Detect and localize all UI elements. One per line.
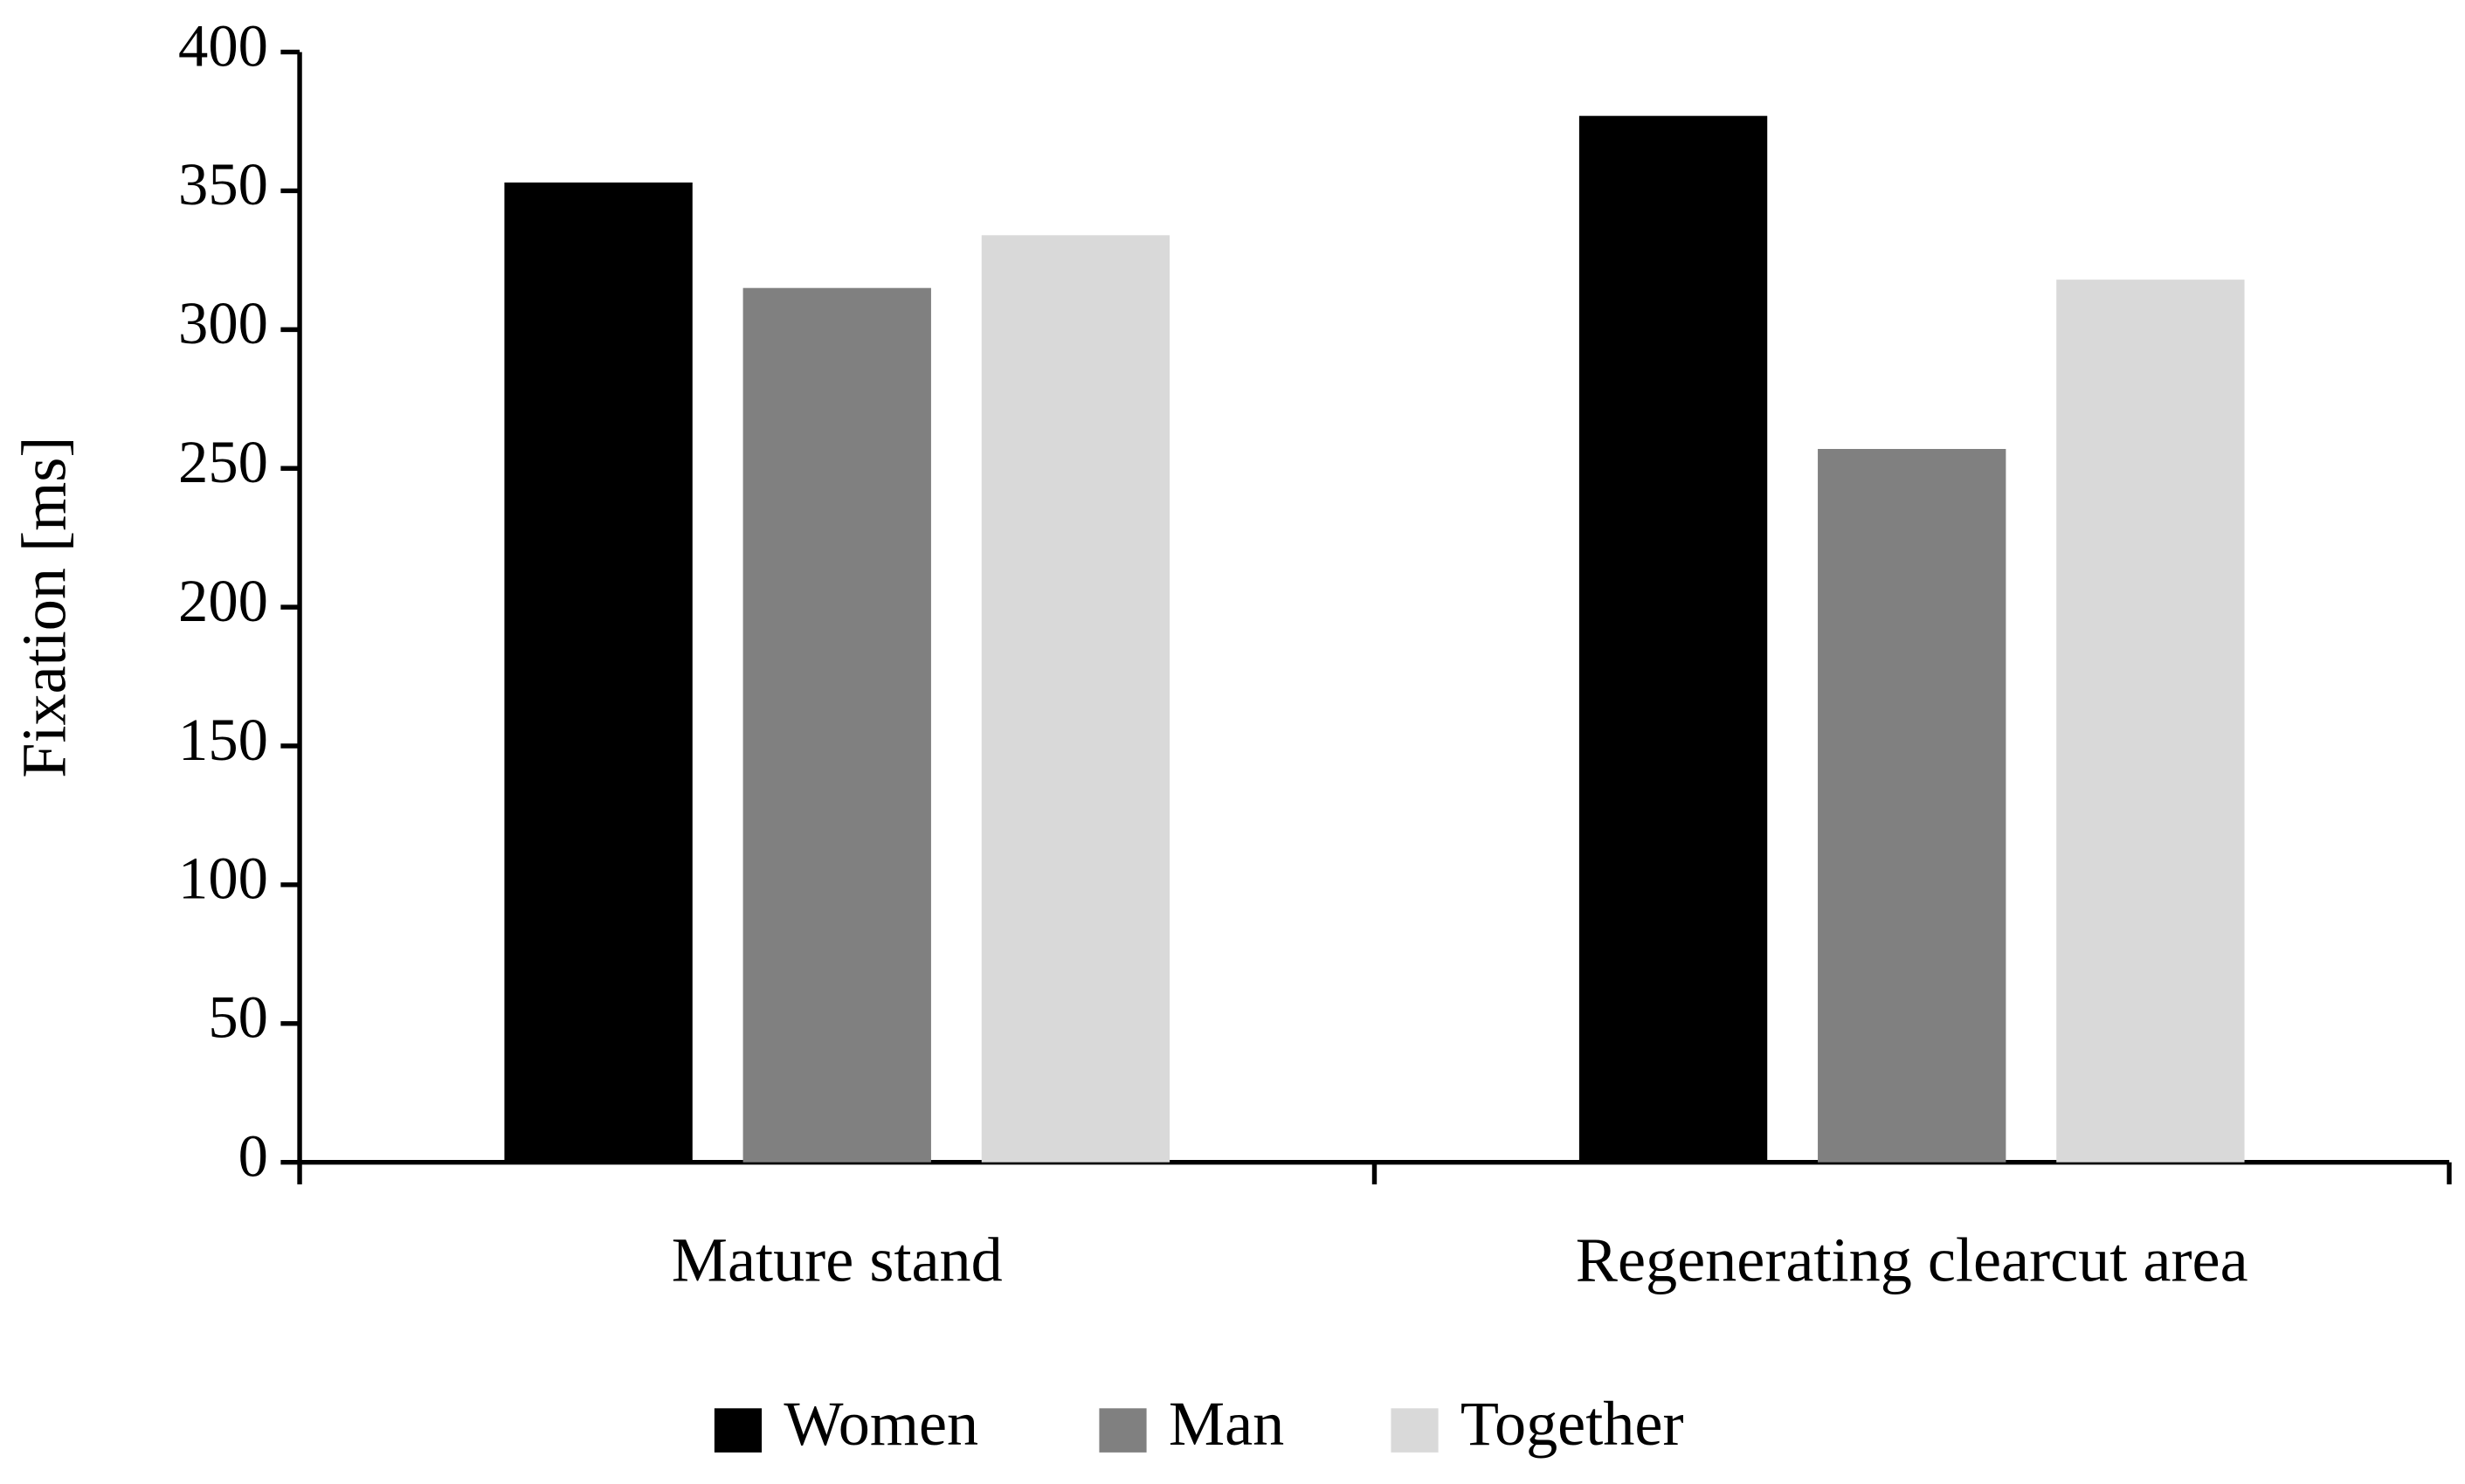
bar xyxy=(742,287,931,1163)
y-tick-label: 0 xyxy=(238,1122,268,1189)
y-tick-label: 250 xyxy=(178,429,268,495)
legend-swatch xyxy=(714,1408,763,1453)
bar xyxy=(1818,449,2006,1163)
legend-swatch xyxy=(1099,1408,1147,1453)
y-tick-label: 200 xyxy=(178,568,268,634)
legend-label: Man xyxy=(1169,1389,1284,1459)
bar xyxy=(2056,280,2245,1163)
bar xyxy=(981,235,1170,1163)
bar xyxy=(1578,115,1768,1163)
y-axis-label: Fixation [ms] xyxy=(9,437,79,778)
x-tick-label: Regenerating clearcut area xyxy=(1576,1225,2248,1294)
x-tick-label: Mature stand xyxy=(672,1225,1003,1294)
y-tick-label: 400 xyxy=(178,12,268,79)
y-tick-label: 100 xyxy=(178,846,268,912)
y-tick-label: 300 xyxy=(178,290,268,356)
legend-label: Together xyxy=(1460,1389,1684,1459)
bar xyxy=(504,182,693,1163)
y-tick-label: 350 xyxy=(178,151,268,217)
legend-label: Women xyxy=(784,1389,978,1459)
y-tick-label: 150 xyxy=(178,707,268,773)
legend-swatch xyxy=(1391,1408,1439,1453)
y-tick-label: 50 xyxy=(208,984,268,1051)
